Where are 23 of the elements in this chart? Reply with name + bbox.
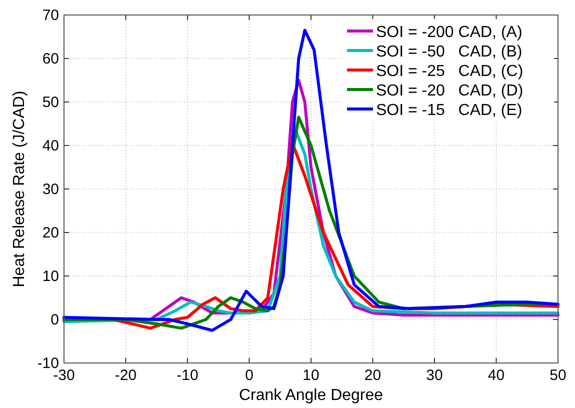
legend-label: SOI = -25 CAD, (C) bbox=[376, 63, 524, 80]
y-axis-title: Heat Release Rate (J/CAD) bbox=[11, 90, 28, 288]
y-tick-label: 40 bbox=[42, 138, 59, 154]
x-tick-label: -10 bbox=[176, 367, 198, 384]
y-tick-label: 70 bbox=[42, 7, 59, 24]
x-tick-label: 10 bbox=[302, 367, 320, 384]
x-tick-label: 40 bbox=[488, 367, 505, 384]
y-tick-label: 50 bbox=[42, 94, 59, 111]
y-tick-label: 10 bbox=[42, 268, 59, 285]
y-tick-label: 20 bbox=[42, 224, 59, 242]
x-tick-label: 50 bbox=[550, 367, 566, 384]
x-tick-label: -20 bbox=[114, 367, 137, 384]
y-tick-label: 60 bbox=[42, 50, 59, 68]
x-tick-label: 0 bbox=[245, 367, 254, 384]
y-tick-label: 0 bbox=[50, 312, 59, 328]
x-axis-title: Crank Angle Degree bbox=[238, 387, 384, 404]
legend-label: SOI = -50 CAD, (B) bbox=[376, 44, 522, 60]
x-tick-label: 20 bbox=[364, 367, 382, 384]
x-tick-label: 30 bbox=[426, 367, 443, 384]
legend-label: SOI = -200 CAD, (A) bbox=[376, 24, 522, 41]
legend-label: SOI = -20 CAD, (D) bbox=[376, 82, 524, 100]
legend-label: SOI = -15 CAD, (E) bbox=[376, 102, 522, 119]
y-tick-label: 30 bbox=[42, 181, 59, 198]
